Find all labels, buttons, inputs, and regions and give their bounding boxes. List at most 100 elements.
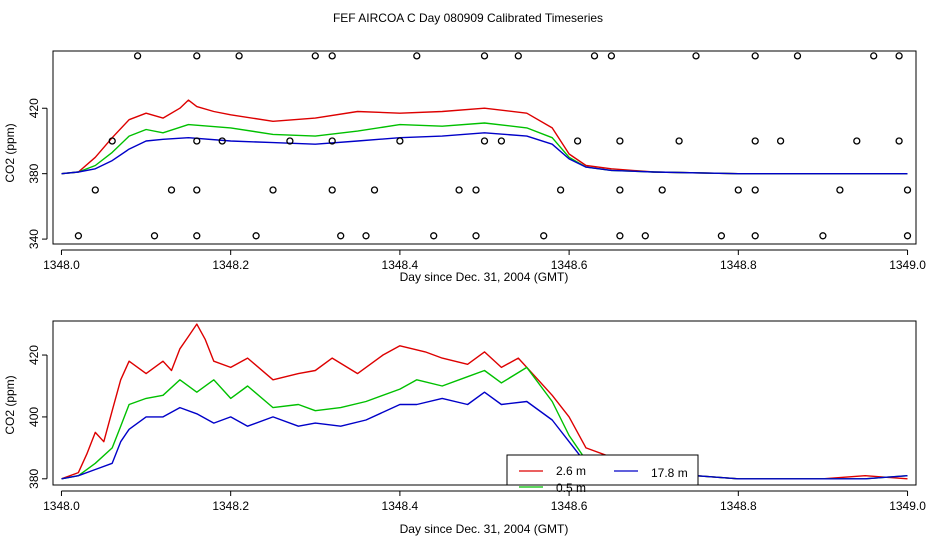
top-data-point: [91, 186, 99, 194]
top-points-group: [74, 52, 912, 240]
top-data-point: [751, 52, 759, 60]
bottom-y-tick-label: 420: [27, 345, 41, 365]
top-panel: 1348.0 1348.2 1348.4 1348.6 1348.8 1349.0 340…: [3, 50, 926, 284]
top-data-point: [108, 137, 116, 145]
top-data-point: [328, 52, 336, 60]
bottom-x-axis: 1348.0 1348.2 1348.4 1348.6 1348.8 1349.0: [43, 490, 926, 513]
top-series-group: [61, 99, 908, 175]
top-data-point: [556, 186, 565, 194]
top-data-point: [252, 232, 260, 240]
top-data-point: [751, 137, 759, 145]
top-x-tick-label: 1348.4: [382, 258, 419, 272]
top-y-axis: 340 380 420: [27, 98, 48, 249]
top-data-point: [167, 186, 176, 194]
top-data-point: [472, 232, 480, 240]
top-data-point: [455, 186, 463, 194]
top-data-point: [218, 137, 226, 145]
top-data-point: [819, 232, 827, 240]
top-data-point: [193, 52, 201, 60]
bottom-series-line-0.5m: [61, 366, 908, 480]
top-data-point: [641, 232, 649, 240]
top-data-point: [675, 137, 683, 145]
bottom-series-line-2.6m: [61, 323, 908, 480]
top-data-point: [328, 186, 336, 194]
legend-label-17.8m: 17.8 m: [651, 466, 688, 480]
top-data-point: [616, 232, 624, 240]
top-data-point: [692, 52, 700, 60]
top-data-point: [734, 186, 742, 194]
top-data-point: [286, 137, 294, 145]
top-data-point: [413, 52, 421, 60]
legend-label-0.5m: 0.5 m: [556, 481, 586, 495]
top-x-tick-label: 1348.6: [551, 258, 588, 272]
top-data-point: [616, 137, 624, 145]
top-y-label: CO2 (ppm): [3, 123, 17, 182]
top-data-point: [472, 186, 480, 194]
chart-title: FEF AIRCOA C Day 080909 Calibrated Times…: [333, 11, 603, 25]
top-data-point: [895, 137, 903, 145]
top-series-line-0.5m: [61, 122, 908, 175]
bottom-plot-frame: [52, 320, 917, 486]
top-data-point: [193, 137, 201, 145]
top-x-tick-label: 1348.0: [43, 258, 80, 272]
bottom-x-tick-label: 1348.8: [720, 499, 757, 513]
top-x-tick-label: 1349.0: [889, 258, 926, 272]
top-x-tick-label: 1348.2: [212, 258, 249, 272]
top-data-point: [514, 52, 522, 60]
top-y-tick-label: 340: [27, 229, 41, 249]
top-data-point: [311, 52, 319, 60]
top-data-point: [776, 137, 785, 145]
top-data-point: [430, 232, 438, 240]
top-data-point: [150, 232, 159, 240]
top-data-point: [396, 137, 404, 145]
top-data-point: [751, 232, 759, 240]
top-data-point: [751, 186, 759, 194]
top-data-point: [590, 52, 599, 60]
top-series-line-2.6m: [61, 99, 908, 175]
top-data-point: [903, 186, 912, 194]
bottom-panel: 1348.0 1348.2 1348.4 1348.6 1348.8 1349.0 380…: [3, 320, 926, 536]
bottom-x-label: Day since Dec. 31, 2004 (GMT): [400, 522, 569, 536]
top-data-point: [573, 137, 582, 145]
top-data-point: [717, 232, 726, 240]
top-data-point: [269, 186, 277, 194]
top-data-point: [853, 137, 861, 145]
top-data-point: [337, 232, 345, 240]
top-series-line-17.8m: [61, 132, 908, 175]
bottom-x-tick-label: 1348.4: [382, 499, 419, 513]
top-data-point: [74, 232, 83, 240]
bottom-series-group: [61, 323, 908, 480]
top-data-point: [480, 137, 489, 145]
legend: 2.6 m 17.8 m 0.5 m: [506, 454, 699, 495]
top-data-point: [658, 186, 666, 194]
top-data-point: [362, 232, 370, 240]
bottom-y-label: CO2 (ppm): [3, 375, 17, 434]
top-data-point: [836, 186, 844, 194]
bottom-y-tick-label: 380: [27, 468, 41, 488]
top-data-point: [235, 52, 243, 60]
top-data-point: [540, 232, 548, 240]
bottom-x-tick-label: 1349.0: [889, 499, 926, 513]
legend-box: [506, 454, 699, 486]
top-data-point: [616, 186, 624, 194]
top-x-axis: 1348.0 1348.2 1348.4 1348.6 1348.8 1349.0: [43, 249, 926, 272]
top-data-point: [903, 232, 912, 240]
top-data-point: [497, 137, 506, 145]
top-data-point: [193, 232, 201, 240]
bottom-x-tick-label: 1348.6: [551, 499, 588, 513]
top-data-point: [480, 52, 489, 60]
bottom-series-line-17.8m: [61, 391, 908, 480]
bottom-x-tick-label: 1348.0: [43, 499, 80, 513]
top-data-point: [607, 52, 616, 60]
top-data-point: [193, 186, 201, 194]
top-data-point: [895, 52, 903, 60]
top-data-point: [328, 137, 336, 145]
top-data-point: [370, 186, 379, 194]
top-y-tick-label: 420: [27, 98, 41, 118]
legend-label-2.6m: 2.6 m: [556, 464, 586, 478]
bottom-y-axis: 380 400 420: [27, 345, 48, 489]
top-y-tick-label: 380: [27, 163, 41, 183]
top-data-point: [793, 52, 802, 60]
top-plot-frame: [52, 50, 917, 245]
